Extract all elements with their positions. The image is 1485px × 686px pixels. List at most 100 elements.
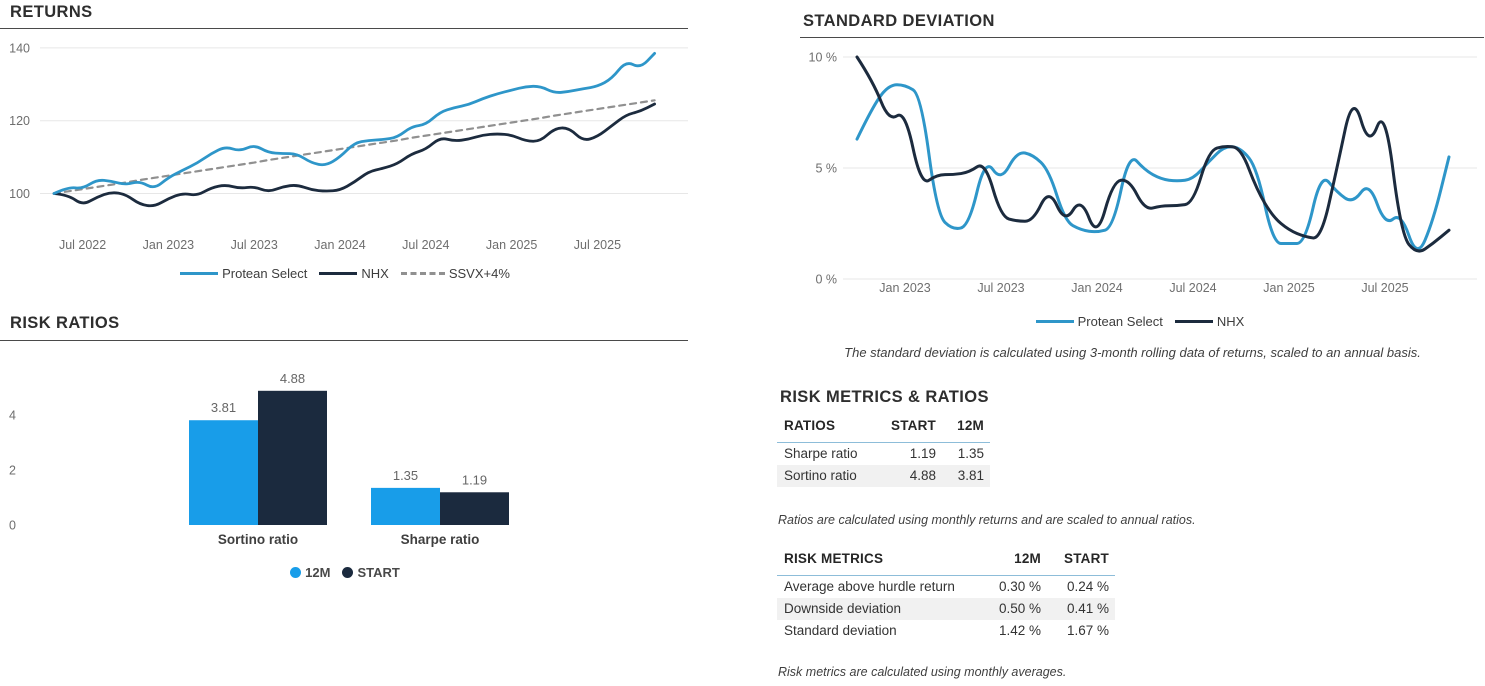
table-cell: 1.42 % (998, 623, 1041, 638)
bar-value-label: 1.35 (393, 468, 418, 483)
legend-item-nhx[interactable]: NHX (1174, 314, 1245, 329)
bar-12m-sortino-ratio[interactable] (189, 420, 258, 525)
stddev-chart: 0 % 5 % 10 % Jan 2023 Jul 2023 Jan 2024 Jul 20… (809, 51, 1477, 295)
returns-legend: Protean Select NHX SSVX+4% (0, 266, 690, 281)
bar-value-label: 4.88 (280, 371, 305, 386)
table-row: Downside deviation 0.50 % 0.41 % (777, 598, 1115, 620)
y-tick-label: 100 (9, 187, 30, 201)
y-tick-label: 10 % (809, 51, 838, 65)
bar-start-sortino-ratio[interactable] (258, 390, 327, 525)
category-label: Sortino ratio (218, 532, 298, 547)
stddev-legend: Protean Select NHX (795, 314, 1485, 329)
row-label: Sharpe ratio (784, 446, 858, 461)
table-cell: 0.41 % (1047, 598, 1115, 620)
table-cell: 0.30 % (998, 579, 1041, 594)
table-cell: 1.67 % (1066, 623, 1109, 638)
x-tick-label: Jul 2024 (1169, 281, 1216, 295)
legend-label: NHX (361, 266, 389, 281)
column-header: START (887, 414, 942, 443)
ratios-table: RATIOS START 12M Sharpe ratio 1.19 1.35 Sortin… (777, 414, 990, 487)
stddev-section-title: STANDARD DEVIATION (803, 12, 995, 30)
y-tick-label: 2 (9, 464, 16, 478)
bar-12m-sharpe-ratio[interactable] (371, 487, 440, 525)
legend-item-12m[interactable]: 12M (290, 565, 330, 580)
stddev-title-rule (800, 37, 1484, 38)
table-row: Sharpe ratio 1.19 1.35 (777, 443, 990, 466)
legend-label: NHX (1216, 314, 1245, 329)
protean-select-line-swatch (180, 272, 219, 275)
legend-item-ssvx[interactable]: SSVX+4% (400, 266, 510, 281)
table-cell: 1.19 (909, 446, 936, 461)
y-tick-label: 4 (9, 409, 16, 423)
x-tick-label: Jan 2023 (879, 281, 930, 295)
nhx-line-swatch (1174, 320, 1213, 323)
12m-dot-swatch (290, 567, 302, 578)
y-tick-label: 5 % (815, 162, 837, 176)
table-cell: 0.24 % (1066, 579, 1109, 594)
y-tick-label: 140 (9, 41, 30, 55)
risk-ratios-bar-chart: 0 2 4 3.81 4.88 Sortino ratio 1.35 1.19 Sharpe r… (9, 371, 509, 547)
series-protean-select (52, 51, 656, 195)
x-tick-label: Jan 2024 (1071, 281, 1122, 295)
y-tick-label: 0 (9, 519, 16, 533)
column-header: RATIOS (777, 414, 887, 443)
risk-ratios-title-rule (0, 340, 688, 341)
x-tick-label: Jul 2023 (977, 281, 1024, 295)
column-header: START (1047, 547, 1115, 576)
x-tick-label: Jan 2025 (486, 238, 537, 252)
returns-title-rule (0, 28, 688, 29)
bar-value-label: 1.19 (462, 472, 487, 487)
risk-metrics-table-footnote: Risk metrics are calculated using monthl… (778, 665, 1067, 679)
legend-item-start[interactable]: START (342, 565, 400, 580)
x-tick-label: Jul 2025 (574, 238, 621, 252)
row-label: Downside deviation (777, 598, 995, 620)
y-tick-label: 120 (9, 114, 30, 128)
nhx-line-swatch (319, 272, 358, 275)
column-header: 12M (942, 414, 990, 443)
table-row: Standard deviation 1.42 % 1.67 % (777, 620, 1115, 642)
returns-chart: 100 120 140 Jul 2022 Jan 2023 Jul 2023 Jan 202… (9, 41, 688, 252)
table-row: Average above hurdle return 0.30 % 0.24 % (777, 576, 1115, 599)
row-label: Standard deviation (784, 623, 897, 638)
legend-label: START (357, 565, 400, 580)
table-cell: 4.88 (887, 465, 942, 487)
legend-label: SSVX+4% (448, 266, 510, 281)
legend-label: Protean Select (1077, 314, 1163, 329)
risk-ratios-section-title: RISK RATIOS (10, 314, 120, 332)
x-tick-label: Jan 2023 (143, 238, 194, 252)
start-dot-swatch (342, 567, 354, 578)
table-cell: 1.35 (957, 446, 984, 461)
legend-item-protean-select[interactable]: Protean Select (1035, 314, 1163, 329)
x-tick-label: Jul 2023 (231, 238, 278, 252)
table-header-row: RATIOS START 12M (777, 414, 990, 443)
table-row: Sortino ratio 4.88 3.81 (777, 465, 990, 487)
table-header-row: RISK METRICS 12M START (777, 547, 1115, 576)
stddev-footnote: The standard deviation is calculated usi… (844, 345, 1421, 360)
x-tick-label: Jul 2025 (1361, 281, 1408, 295)
legend-label: 12M (305, 565, 331, 580)
series-ssvx-4 (52, 99, 656, 195)
legend-item-nhx[interactable]: NHX (319, 266, 389, 281)
legend-item-protean-select[interactable]: Protean Select (180, 266, 307, 281)
risk-ratios-legend: 12M START (0, 565, 690, 580)
ssvx-dashed-swatch (400, 272, 445, 275)
bar-start-sharpe-ratio[interactable] (440, 492, 509, 525)
risk-metrics-table: RISK METRICS 12M START Average above hurdle… (777, 547, 1115, 642)
legend-label: Protean Select (222, 266, 308, 281)
protean-select-line-swatch (1035, 320, 1074, 323)
x-tick-label: Jan 2024 (314, 238, 365, 252)
table-cell: 0.50 % (995, 598, 1047, 620)
x-tick-label: Jul 2024 (402, 238, 449, 252)
series-nhx (52, 102, 656, 208)
bar-value-label: 3.81 (211, 400, 236, 415)
series-protean-select (855, 83, 1451, 250)
column-header: RISK METRICS (777, 547, 995, 576)
ratios-table-footnote: Ratios are calculated using monthly retu… (778, 513, 1196, 527)
y-tick-label: 0 % (815, 273, 837, 287)
row-label: Average above hurdle return (784, 579, 955, 594)
category-label: Sharpe ratio (401, 532, 480, 547)
column-header: 12M (995, 547, 1047, 576)
x-tick-label: Jul 2022 (59, 238, 106, 252)
risk-metrics-section-title: RISK METRICS & RATIOS (780, 388, 989, 406)
